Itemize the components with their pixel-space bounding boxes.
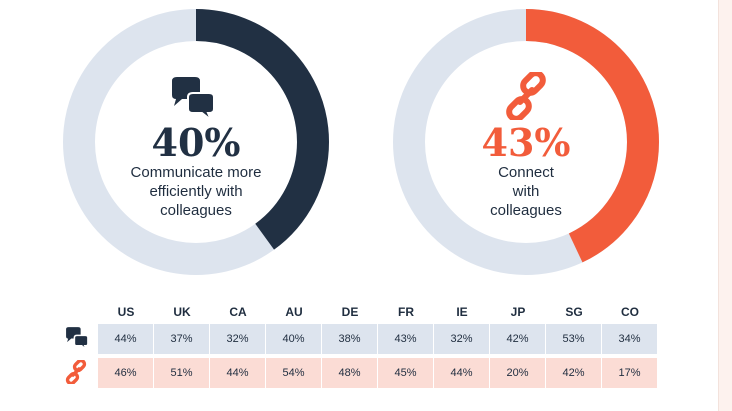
country-table: US UK CA AU DE FR IE JP SG CO 44% 37% 32% 40% 38% 43% 3… [58,300,658,392]
table-cell: 38% [322,324,378,354]
caption-communicate: Communicate more efficiently with collea… [63,163,329,220]
table-cell: 40% [266,324,322,354]
table-cell: 44% [98,324,154,354]
table-cell: 53% [546,324,602,354]
table-cell: 45% [378,358,434,388]
column-header: AU [285,305,303,319]
donut-value-arc [393,9,659,275]
table-cell: 48% [322,358,378,388]
table-row: 46% 51% 44% 54% 48% 45% 44% 20% 42% 17% [58,358,658,388]
percent-label: 43% [481,120,571,165]
table-cell: 42% [546,358,602,388]
caption-connect: Connect with colleagues [393,163,659,220]
table-cell: 34% [602,324,658,354]
percent-label: 40% [151,120,241,165]
table-cell: 43% [378,324,434,354]
column-header: CO [621,305,639,319]
donut-communicate-ring [63,9,329,275]
column-header: IE [456,305,468,319]
table-cell: 51% [154,358,210,388]
donut-connect-ring [393,9,659,275]
chain-link-icon [64,358,88,389]
table-cell: 44% [434,358,490,388]
caption-line: colleagues [160,202,232,219]
column-header: UK [173,305,191,319]
table-cell: 32% [210,324,266,354]
table-cell: 42% [490,324,546,354]
table-cell: 20% [490,358,546,388]
column-header: CA [229,305,247,319]
caption-line: colleagues [490,202,562,219]
right-edge-strip [718,0,732,411]
column-header: SG [565,305,583,319]
caption-line: efficiently with [149,183,243,200]
column-header: FR [398,305,414,319]
column-header: US [117,305,135,319]
table-cell: 46% [98,358,154,388]
caption-line: with [512,183,540,200]
table-header-row: US UK CA AU DE FR IE JP SG CO [58,300,658,324]
column-header: DE [341,305,359,319]
table-cell: 37% [154,324,210,354]
chat-bubbles-icon [64,326,90,355]
donut-communicate: 40% Communicate more efficiently with co… [63,0,329,284]
donut-value-arc [63,9,329,275]
caption-line: Communicate more [130,164,262,181]
table-cell: 54% [266,358,322,388]
table-cell: 44% [210,358,266,388]
column-header: JP [510,305,526,319]
table-row: 44% 37% 32% 40% 38% 43% 32% 42% 53% 34% [58,324,658,354]
donut-connect: 43% Connect with colleagues [393,0,659,284]
table-cell: 32% [434,324,490,354]
caption-line: Connect [498,164,554,181]
table-cell: 17% [602,358,658,388]
